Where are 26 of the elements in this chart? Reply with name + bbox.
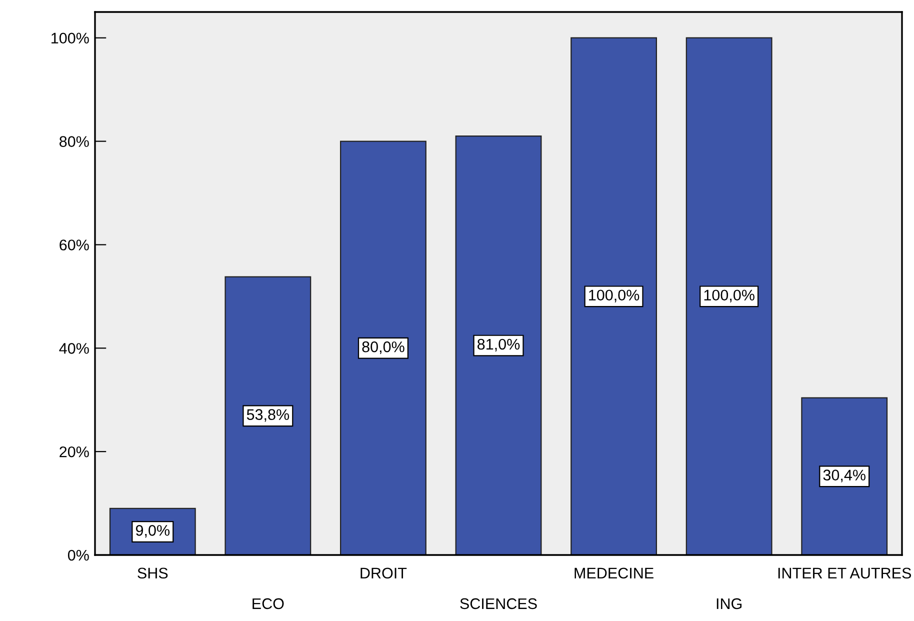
bar [455,136,542,555]
bar [801,397,888,555]
x-tick-label: DROIT [360,568,407,579]
bar [570,37,657,555]
data-label: 100,0% [704,290,754,302]
y-tick-label: 80% [60,136,89,147]
y-tick-label: 0% [68,550,89,561]
data-label: 9,0% [136,525,170,538]
bar [340,140,426,555]
bar [686,37,772,555]
y-tick-label: 40% [59,343,89,354]
x-tick-label: ECO [252,598,284,610]
bar [224,276,312,555]
data-label: 81,0% [478,338,520,352]
y-tick-label: 20% [60,446,89,458]
x-tick-label: INTER ET AUTRES [778,568,912,579]
data-label: 30,4% [823,470,866,482]
x-tick-label: MEDECINE [574,568,654,579]
data-label: 53,8% [246,409,290,422]
y-tick-label: 60% [60,240,89,250]
x-tick-label: SHS [138,568,168,579]
data-label: 80,0% [362,341,404,354]
x-tick-label: ING [716,598,742,610]
data-label: 100,0% [589,290,640,302]
y-tick-label: 100% [52,32,89,44]
x-tick-label: SCIENCES [460,598,537,610]
